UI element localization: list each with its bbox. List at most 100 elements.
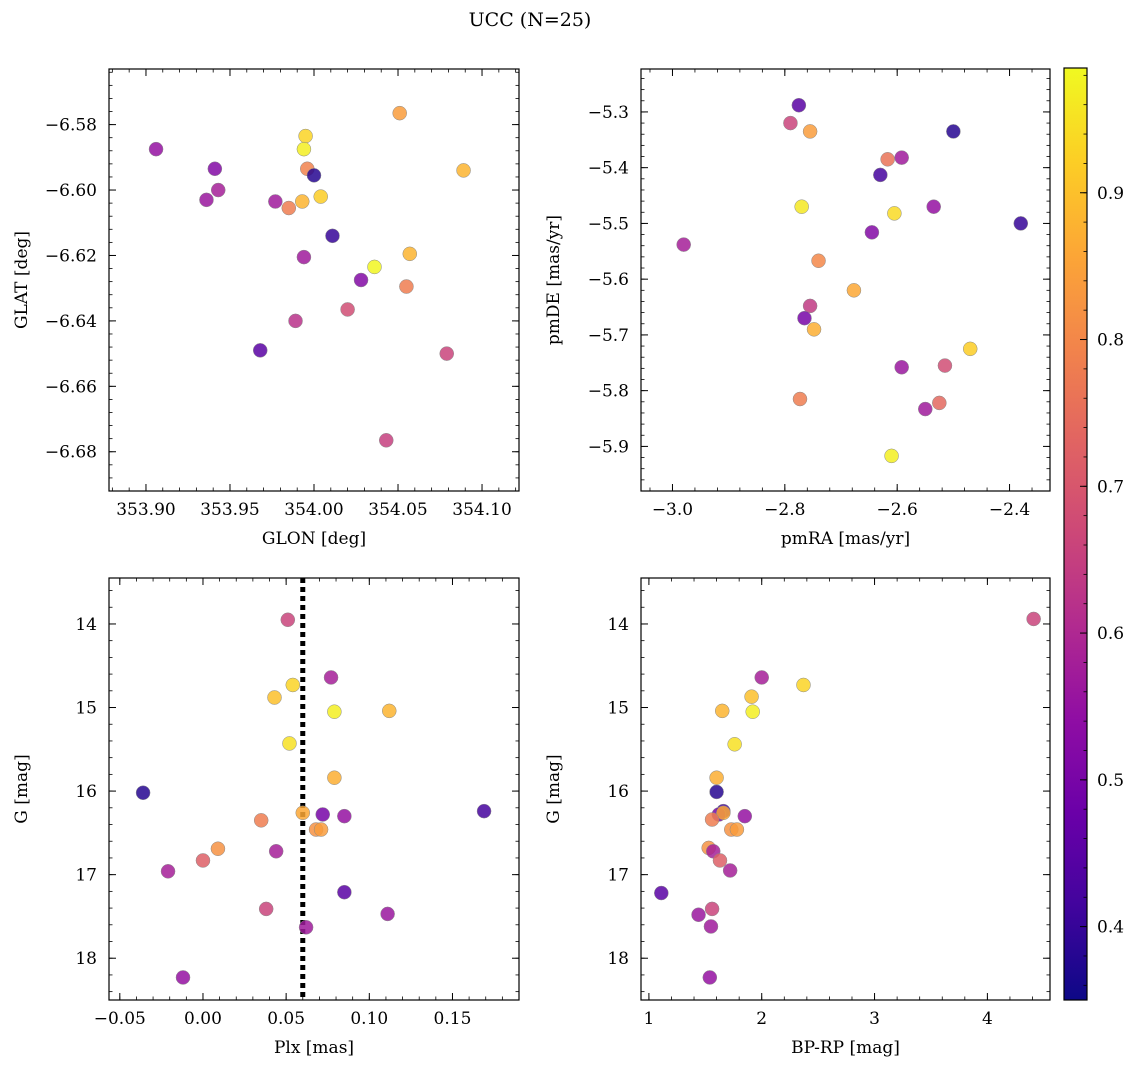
x-tick-label: −2.8: [764, 500, 805, 520]
scatter-point: [880, 152, 895, 167]
scatter-point: [367, 259, 382, 275]
scatter-point: [737, 808, 753, 824]
y-tick-label: 15: [607, 699, 629, 719]
x-tick-label: −2.6: [877, 500, 918, 520]
scatter-point: [280, 612, 296, 628]
colorbar-tick-label: 0.5: [1097, 771, 1124, 791]
y-tick-label: −6.66: [45, 377, 97, 397]
scatter-point: [313, 822, 329, 837]
scatter-point: [704, 901, 720, 917]
scatter-point: [802, 124, 818, 139]
x-tick-label: 0.00: [184, 1009, 222, 1029]
scatter-point: [327, 704, 342, 719]
x-tick-label: −0.05: [94, 1009, 146, 1029]
scatter-points: [148, 105, 471, 448]
y-tick-label: −6.68: [45, 443, 97, 463]
scatter-point: [337, 808, 352, 824]
scatter-point: [327, 770, 342, 785]
scatter-point: [258, 901, 274, 917]
scatter-point: [294, 194, 310, 209]
y-tick-label: 14: [75, 615, 97, 635]
scatter-point: [846, 283, 862, 298]
x-axis-label: BP-RP [mag]: [791, 1038, 900, 1058]
scatter-point: [282, 736, 297, 751]
scatter-point: [210, 841, 226, 856]
y-axis-label: G [mag]: [544, 754, 564, 823]
scatter-point: [402, 246, 418, 262]
y-axis-label: GLAT [deg]: [12, 231, 32, 329]
scatter-point: [135, 785, 151, 801]
scatter-point: [792, 391, 808, 407]
x-tick-label: 353.95: [200, 500, 259, 520]
scatter-point: [210, 182, 226, 198]
x-axis-label: Plx [mas]: [274, 1038, 354, 1058]
scatter-point: [873, 167, 888, 183]
y-tick-label: 17: [607, 866, 629, 886]
scatter-point: [802, 298, 818, 314]
scatter-point: [285, 677, 301, 693]
x-axis-label: pmRA [mas/yr]: [781, 529, 910, 549]
y-tick-label: −5.5: [588, 214, 629, 234]
y-tick-label: 16: [607, 782, 629, 802]
scatter-point: [1026, 611, 1041, 627]
scatter-point: [714, 703, 730, 719]
scatter-point: [296, 249, 312, 265]
scatter-point: [252, 343, 268, 358]
scatter-point: [281, 200, 297, 216]
scatter-point: [712, 853, 728, 868]
scatter-point: [439, 346, 454, 361]
scatter-point: [918, 401, 933, 417]
scatter-point: [783, 115, 798, 131]
y-tick-label: 15: [75, 699, 97, 719]
x-tick-label: 1: [643, 1009, 654, 1029]
scatter-point: [796, 677, 811, 693]
scatter-point: [727, 737, 742, 752]
scatter-point: [962, 341, 978, 357]
scatter-point: [325, 228, 340, 244]
scatter-point: [323, 670, 339, 685]
scatter-point: [253, 813, 269, 828]
colorbar-tick-label: 0.4: [1097, 918, 1124, 938]
scatter-point: [268, 844, 284, 859]
scatter-point: [722, 863, 738, 878]
scatter-point: [298, 920, 314, 935]
scatter-point: [340, 302, 355, 317]
x-tick-label: 354.10: [452, 500, 511, 520]
figure-title: UCC (N=25): [469, 9, 592, 31]
scatter-point: [926, 199, 941, 214]
scatter-points: [654, 611, 1041, 985]
y-tick-label: 18: [75, 949, 97, 969]
y-tick-label: −6.58: [45, 116, 97, 136]
colorbar-tick-label: 0.7: [1097, 477, 1124, 497]
scatter-points: [135, 612, 492, 985]
scatter-point: [745, 704, 760, 719]
scatter-point: [709, 770, 724, 785]
y-tick-label: 14: [607, 615, 629, 635]
scatter-point: [709, 784, 724, 800]
scatter-point: [382, 703, 397, 719]
colorbar-tick-label: 0.9: [1097, 184, 1124, 204]
axes-frame: [640, 68, 1051, 492]
x-tick-label: −2.4: [989, 500, 1030, 520]
scatter-point: [315, 807, 330, 822]
y-tick-label: −5.8: [588, 382, 629, 402]
scatter-point: [456, 163, 471, 178]
scatter-point: [296, 141, 312, 157]
scatter-point: [1013, 216, 1029, 231]
scatter-point: [148, 141, 164, 157]
scatter-point: [676, 237, 691, 252]
panel-glon-glat: 353.90 353.95 354.00 354.05 354.10 −6.58 −6.60…: [12, 68, 520, 549]
scatter-point: [932, 395, 947, 411]
scatter-point: [267, 690, 282, 705]
scatter-point: [160, 864, 176, 879]
scatter-point: [794, 199, 809, 214]
x-tick-label: 0.15: [434, 1009, 472, 1029]
scatter-points: [676, 97, 1029, 464]
colorbar-frame: [1063, 67, 1088, 1001]
y-tick-label: −5.4: [588, 159, 629, 179]
scatter-point: [295, 805, 311, 821]
axes-frame: [108, 577, 520, 1001]
y-tick-label: 16: [75, 782, 97, 802]
scatter-point: [811, 253, 826, 269]
